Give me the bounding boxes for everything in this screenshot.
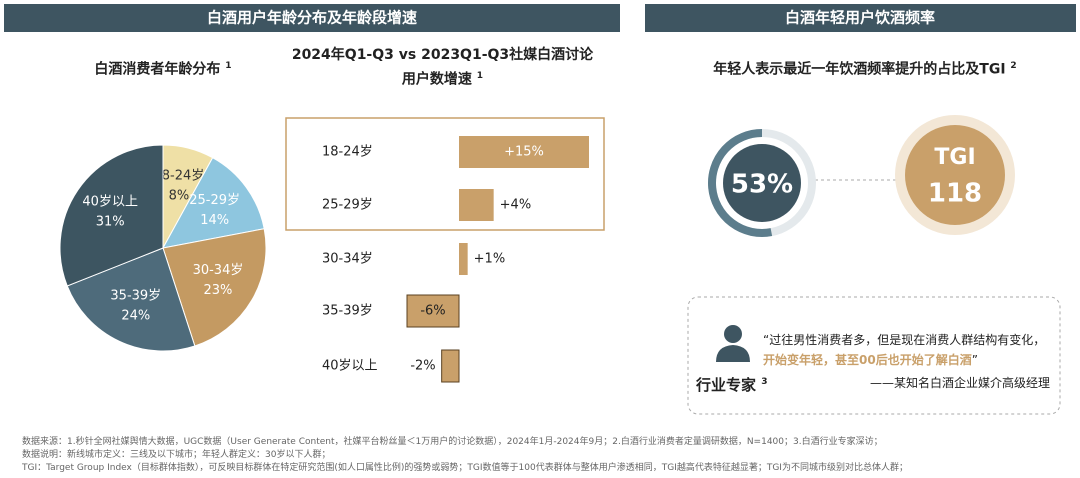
- attribution: ——某知名白酒企业媒介高级经理: [869, 376, 1050, 390]
- slice-value: 8%: [169, 189, 190, 204]
- slice-label: 30-34岁: [193, 263, 244, 278]
- pie-slice: [162, 157, 265, 249]
- ring-arc: [708, 129, 773, 237]
- value-label: +1%: [474, 252, 506, 267]
- bar: [459, 136, 589, 168]
- header-bar: [645, 4, 1076, 32]
- slice-value: 31%: [96, 215, 125, 230]
- slice-label: 25-29岁: [189, 193, 240, 208]
- chart-title: 白酒消费者年龄分布 1: [94, 61, 232, 78]
- bar: [406, 294, 460, 328]
- category-label: 18-24岁: [322, 145, 373, 160]
- pie-slice: [59, 144, 164, 287]
- quote: “过往男性消费者多，但是现在消费人群结构有变化，开始变年轻，甚至00后也开始了解…: [763, 333, 1046, 367]
- slice-value: 23%: [204, 283, 233, 298]
- value-label: -6%: [420, 304, 445, 319]
- ring-core: [723, 144, 801, 222]
- expert-box: [687, 296, 1061, 415]
- chart-title: 年轻人表示最近一年饮酒频率提升的占比及TGI 2: [713, 61, 1017, 78]
- slice-label: 18-24岁: [153, 169, 204, 184]
- category-label: 25-29岁: [322, 198, 373, 213]
- header: 白酒用户年龄分布及年龄段增速: [207, 9, 417, 27]
- header-bar: [4, 4, 620, 32]
- tgi-value: 118: [928, 179, 982, 209]
- highlight-box: [285, 117, 605, 231]
- category-label: 40岁以上: [322, 359, 378, 374]
- tgi-label: TGI: [934, 145, 975, 170]
- tgi-circle: [905, 125, 1005, 225]
- expert-icon: [716, 325, 750, 362]
- slice-label: 35-39岁: [110, 288, 161, 303]
- chart-title: 2024年Q1-Q3 vs 2023Q1-Q3社媒白酒讨论用户数增速 1: [291, 47, 594, 88]
- value-label: +4%: [500, 198, 532, 213]
- category-label: 35-39岁: [322, 304, 373, 319]
- pie-slice: [162, 228, 267, 347]
- bar: [459, 189, 494, 221]
- note: TGI：Target Group Index（目标群体指数），可反映目标群体在特…: [22, 463, 908, 473]
- category-label: 30-34岁: [322, 252, 373, 267]
- slice-value: 14%: [200, 213, 229, 228]
- slice-value: 24%: [121, 308, 150, 323]
- expert-role: 行业专家 3: [696, 376, 768, 394]
- value-label: -2%: [410, 359, 435, 374]
- note: 数据来源：1.秒针全网社媒舆情大数据，UGC数据（User Generate C…: [22, 437, 883, 447]
- header: 白酒年轻用户饮酒频率: [785, 9, 935, 27]
- bar: [441, 349, 460, 383]
- bar: [459, 243, 468, 275]
- slice-label: 40岁以上: [82, 195, 138, 210]
- notes: 数据来源：1.秒针全网社媒舆情大数据，UGC数据（User Generate C…: [22, 436, 1072, 475]
- value-label: +15%: [504, 145, 544, 160]
- note: 数据说明：新线城市定义：三线及以下城市；年轻人群定义：30岁以下人群；: [22, 450, 331, 460]
- gauge-value: 53%: [731, 170, 793, 200]
